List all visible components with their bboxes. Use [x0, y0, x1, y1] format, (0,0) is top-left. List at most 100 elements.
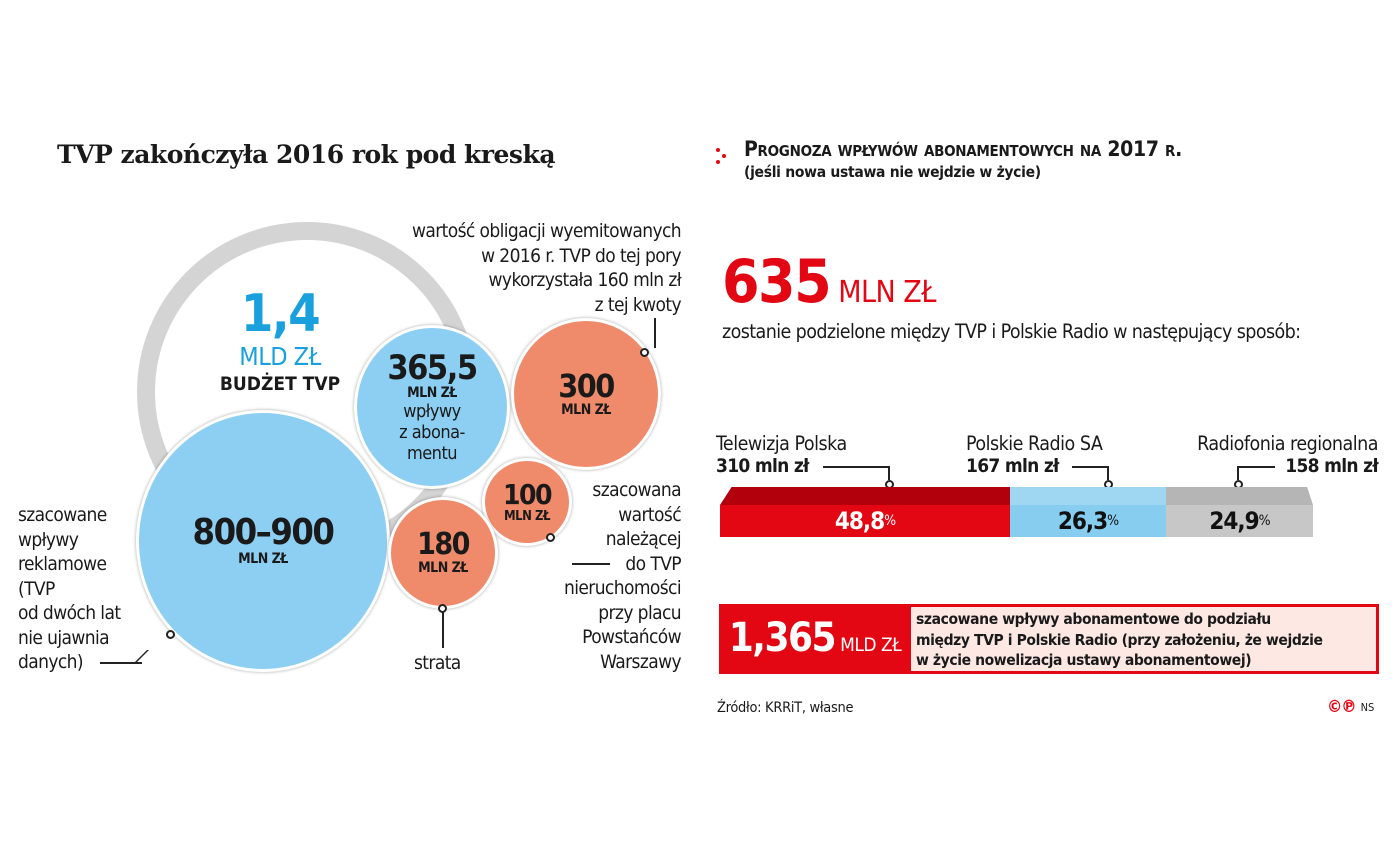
- connector-dot: [640, 348, 649, 357]
- note-property-line: do TVP: [625, 552, 681, 575]
- projection-box: 1,365 MLD ZŁ szacowane wpływy abonamento…: [719, 604, 1379, 674]
- bar-tvp-percent: 48,8: [834, 507, 885, 535]
- author-initials: NS: [1360, 700, 1375, 714]
- connector-dot: [166, 630, 175, 639]
- total-value: 635: [722, 247, 832, 317]
- projection-text: szacowane wpływy abonamentowe do podział…: [911, 607, 1376, 671]
- circle-loss: 180 MLN ZŁ: [388, 497, 498, 609]
- connector-line: [888, 466, 890, 480]
- right-title-rest: rognoza wpływów abonamentowych na 2017 r…: [757, 137, 1183, 161]
- note-property-line: przy placu: [598, 601, 681, 624]
- projection-text-line: między TVP i Polskie Radio (przy założen…: [916, 630, 1323, 649]
- note-property-line: wartość: [618, 503, 681, 526]
- legend-tvp: Telewizja Polska 310 mln zł: [716, 432, 847, 477]
- bar-pr-percent: 26,3: [1057, 507, 1108, 535]
- note-property-line: szacowana: [592, 479, 681, 501]
- circle-loss-unit: MLN ZŁ: [418, 560, 468, 576]
- connector-line: [1072, 466, 1109, 468]
- note-ads-line: (TVP: [18, 577, 55, 600]
- connector-dot: [546, 533, 555, 542]
- circle-bonds-value: 300: [558, 367, 615, 405]
- note-property-line: Warszawy: [600, 650, 681, 673]
- note-loss: strata: [414, 652, 461, 674]
- note-ads-line: szacowane: [18, 504, 107, 526]
- circle-subscription-sub-3: mentu: [406, 442, 458, 464]
- legend-regional: Radiofonia regionalna 158 mln zł: [1197, 432, 1379, 477]
- note-property-line: należącej: [605, 528, 682, 550]
- projection-value: 1,365: [728, 615, 837, 661]
- total-unit: MLN ZŁ: [838, 275, 936, 310]
- note-property-line: nieruchomości: [563, 577, 682, 599]
- budget-unit: MLD ZŁ: [239, 342, 321, 371]
- note-bonds-line: wykorzystała 160 mln zł: [488, 269, 682, 291]
- note-ads-line: wpływy: [18, 528, 79, 551]
- bar-segment-regional: 24,9%: [1166, 505, 1313, 537]
- projection-amount: 1,365 MLD ZŁ: [719, 604, 911, 674]
- circle-subscription-unit: MLN ZŁ: [407, 384, 457, 401]
- source-note: Źródło: KRRiT, własne: [717, 700, 854, 716]
- projection-text-line: w życie nowelizacja ustawy abonamentowej…: [916, 651, 1252, 669]
- connector-line: [1237, 466, 1239, 480]
- note-bonds-line: w 2016 r. TVP do tej pory: [481, 244, 682, 267]
- note-bonds-line: z tej kwoty: [594, 293, 682, 316]
- circle-subscription: 365,5 MLN ZŁ wpływy z abona- mentu: [354, 325, 510, 489]
- circle-bonds: 300 MLN ZŁ: [511, 318, 661, 470]
- circle-property-value: 100: [502, 477, 553, 511]
- note-ads-line: od dwóch lat: [18, 602, 121, 624]
- connector-line: [1107, 466, 1109, 480]
- circle-bonds-unit: MLN ZŁ: [561, 402, 611, 418]
- note-ads-line: reklamowe: [18, 553, 107, 575]
- percent-sign: %: [884, 513, 896, 529]
- circle-subscription-value: 365,5: [387, 347, 478, 388]
- note-ads-line: danych): [18, 651, 84, 673]
- right-title-prefix: P: [744, 137, 758, 161]
- note-property-line: Powstańców: [582, 626, 681, 648]
- legend-pr: Polskie Radio SA 167 mln zł: [966, 432, 1103, 477]
- connector-line: [1237, 466, 1275, 468]
- right-chart-title: Prognoza wpływów abonamentowych na 2017 …: [744, 137, 1182, 161]
- total-caption: zostanie podzielone między TVP i Polskie…: [722, 320, 1301, 343]
- circle-subscription-sub-2: z abona-: [399, 421, 465, 443]
- legend-pr-amount: 167 mln zł: [966, 455, 1059, 477]
- circle-property: 100 MLN ZŁ: [482, 458, 572, 546]
- circle-ads-unit: MLN ZŁ: [238, 551, 288, 567]
- projection-unit: MLD ZŁ: [840, 634, 902, 656]
- right-chart-subtitle: (jeśli nowa ustawa nie wejdzie w życie): [744, 163, 1041, 181]
- note-ads-line: nie ujawnia: [18, 626, 110, 649]
- circle-ads-value: 800–900: [192, 512, 335, 553]
- left-chart-title: TVP zakończyła 2016 rok pod kreską: [57, 140, 556, 169]
- legend-tvp-name: Telewizja Polska: [716, 432, 847, 455]
- legend-pr-name: Polskie Radio SA: [966, 432, 1103, 455]
- legend-regional-amount: 158 mln zł: [1285, 455, 1378, 477]
- connector-line: [654, 318, 656, 348]
- bar-segment-pr: 26,3%: [1010, 505, 1166, 537]
- note-property: szacowana wartość należącej do TVP nieru…: [563, 478, 682, 674]
- total-amount: 635 MLN ZŁ: [722, 252, 936, 312]
- legend-tvp-amount: 310 mln zł: [716, 455, 809, 477]
- percent-sign: %: [1107, 513, 1119, 529]
- connector-line: [823, 466, 890, 468]
- copyright-icon: ©℗: [1327, 697, 1357, 717]
- circle-property-unit: MLN ZŁ: [504, 508, 550, 524]
- circle-loss-value: 180: [417, 527, 470, 562]
- budget-caption: BUDŻET TVP: [219, 373, 341, 395]
- bar-top-tvp: [720, 487, 1010, 505]
- connector-line: [442, 612, 444, 648]
- projection-text-line: szacowane wpływy abonamentowe do podział…: [916, 610, 1271, 628]
- bar-segment-tvp: 48,8%: [720, 505, 1010, 537]
- credit: ©℗ NS: [1327, 697, 1374, 717]
- budget-label: 1,4 MLD ZŁ BUDŻET TVP: [205, 288, 355, 395]
- connector-line: [100, 662, 142, 664]
- circle-subscription-sub-1: wpływy: [403, 400, 461, 422]
- connector-line: [572, 563, 610, 565]
- budget-value: 1,4: [240, 284, 321, 344]
- percent-sign: %: [1258, 513, 1271, 529]
- note-bonds-line: wartość obligacji wyemitowanych: [411, 220, 682, 242]
- bar-regional-percent: 24,9: [1209, 507, 1259, 535]
- note-ads: szacowane wpływy reklamowe (TVP od dwóch…: [18, 503, 121, 675]
- note-bonds: wartość obligacji wyemitowanych w 2016 r…: [411, 219, 682, 317]
- legend-regional-name: Radiofonia regionalna: [1197, 432, 1378, 455]
- title-bullet-icon: [716, 148, 728, 164]
- bar-top-pr: [1010, 487, 1166, 505]
- bar-top-regional: [1166, 487, 1313, 505]
